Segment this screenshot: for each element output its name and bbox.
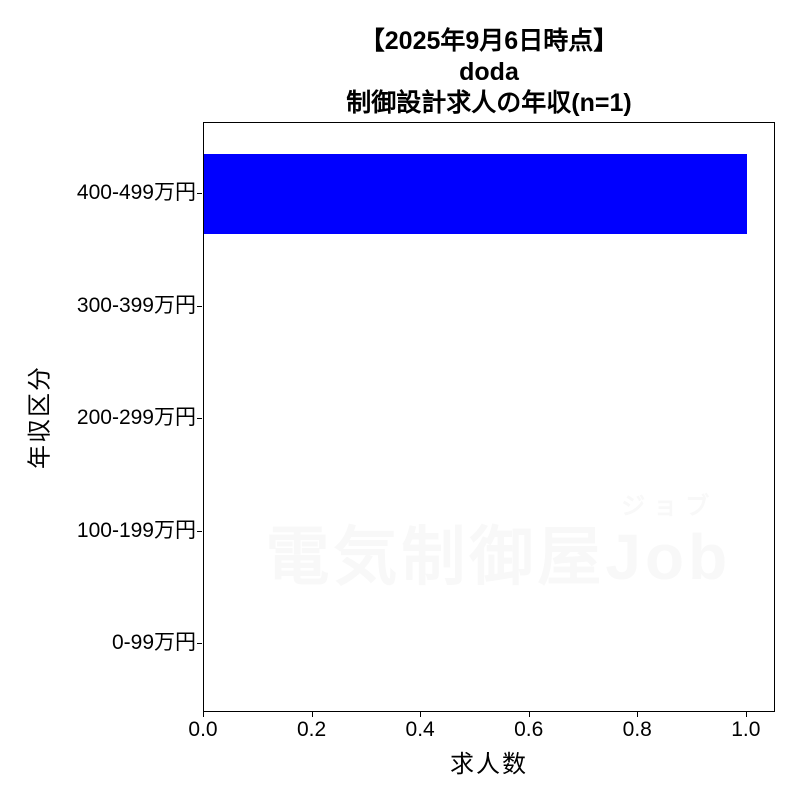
y-tick-mark (197, 193, 202, 194)
y-tick-label: 300-399万円 (76, 293, 196, 317)
y-tick-mark (197, 643, 202, 644)
y-tick-label: 0-99万円 (111, 631, 196, 654)
watermark-text: 電気制御屋Job (265, 521, 732, 593)
x-tick-label: 0.4 (405, 718, 435, 741)
bar-400-499万円 (204, 154, 747, 234)
y-tick-label: 100-199万円 (76, 518, 196, 542)
watermark: ジョブ 電気制御屋Job (265, 493, 732, 598)
y-tick-label: 200-299万円 (76, 406, 196, 429)
x-axis-title: 求人数 (450, 751, 528, 778)
watermark-ruby: ジョブ (621, 493, 718, 520)
y-tick-mark (197, 418, 202, 419)
x-tick-mark (311, 712, 313, 717)
x-tick-mark (528, 712, 530, 717)
plot-area: ジョブ 電気制御屋Job (203, 122, 775, 712)
chart-title-line-1: 【2025年9月6日時点】 (359, 27, 619, 55)
chart-title-line-2: doda (459, 58, 519, 86)
x-tick-label: 0.2 (296, 718, 327, 741)
x-tick-label: 1.0 (731, 718, 761, 741)
y-tick-label: 400-499万円 (76, 181, 196, 204)
x-tick-mark (745, 712, 747, 717)
x-tick-label: 0.8 (622, 718, 652, 741)
y-tick-mark (197, 530, 202, 532)
chart-title-line-3: 制御設計求人の年収(n=1) (346, 89, 632, 117)
x-tick-mark (203, 712, 204, 717)
chart-title: 【2025年9月6日時点】 doda 制御設計求人の年収(n=1) (203, 26, 775, 119)
x-tick-mark (637, 712, 639, 717)
x-tick-label: 0.0 (188, 718, 218, 741)
y-tick-mark (197, 305, 202, 307)
x-tick-label: 0.6 (514, 718, 544, 741)
x-tick-mark (420, 712, 422, 717)
